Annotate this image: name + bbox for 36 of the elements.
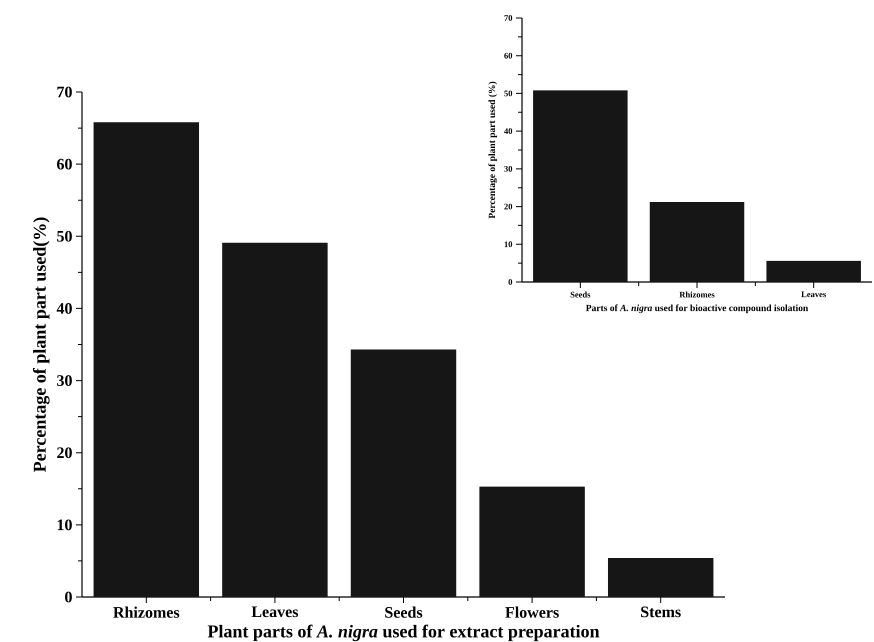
- y-tick-label: 10: [58, 519, 72, 530]
- y-tick-label: 20: [57, 447, 72, 458]
- y-axis-title: Percentage of plant part used (%): [488, 82, 498, 218]
- x-axis-title: Plant parts of A. nigra used for extract preparation: [208, 624, 600, 642]
- bar: [479, 486, 585, 597]
- bar: [350, 350, 456, 597]
- y-tick-label: 70: [57, 86, 72, 98]
- x-tick-label: Leaves: [252, 606, 298, 618]
- y-tick-label: 30: [504, 166, 512, 172]
- bar: [533, 90, 628, 282]
- y-tick-label: 40: [504, 128, 512, 134]
- y-tick-label: 0: [65, 592, 72, 602]
- y-tick-label: 70: [504, 15, 512, 21]
- y-tick-label: 10: [504, 241, 512, 248]
- y-tick-label: 60: [504, 52, 512, 59]
- y-tick-label: 40: [56, 303, 72, 314]
- x-tick-label: Flowers: [505, 606, 559, 618]
- bar: [94, 122, 200, 597]
- y-axis-title: Percentage of plant part used(%): [32, 217, 50, 472]
- bar: [650, 202, 744, 282]
- y-tick-label: 50: [504, 90, 512, 96]
- x-tick-label: Seeds: [570, 292, 590, 298]
- bar: [608, 558, 714, 597]
- x-tick-label: Seeds: [385, 606, 422, 618]
- bar: [766, 260, 861, 282]
- y-tick-label: 20: [504, 204, 512, 210]
- y-tick-label: 30: [57, 375, 72, 386]
- x-tick-label: Leaves: [801, 292, 826, 298]
- y-tick-label: 60: [57, 158, 72, 170]
- x-tick-label: Stems: [641, 606, 681, 618]
- x-tick-label: Rhizomes: [679, 292, 715, 298]
- y-tick-label: 50: [57, 230, 72, 242]
- y-tick-label: 0: [508, 279, 512, 285]
- x-axis-title: Parts of A. nigra used for bioactive compound isolation: [586, 304, 808, 314]
- x-tick-label: Rhizomes: [113, 606, 180, 618]
- bar: [222, 242, 328, 597]
